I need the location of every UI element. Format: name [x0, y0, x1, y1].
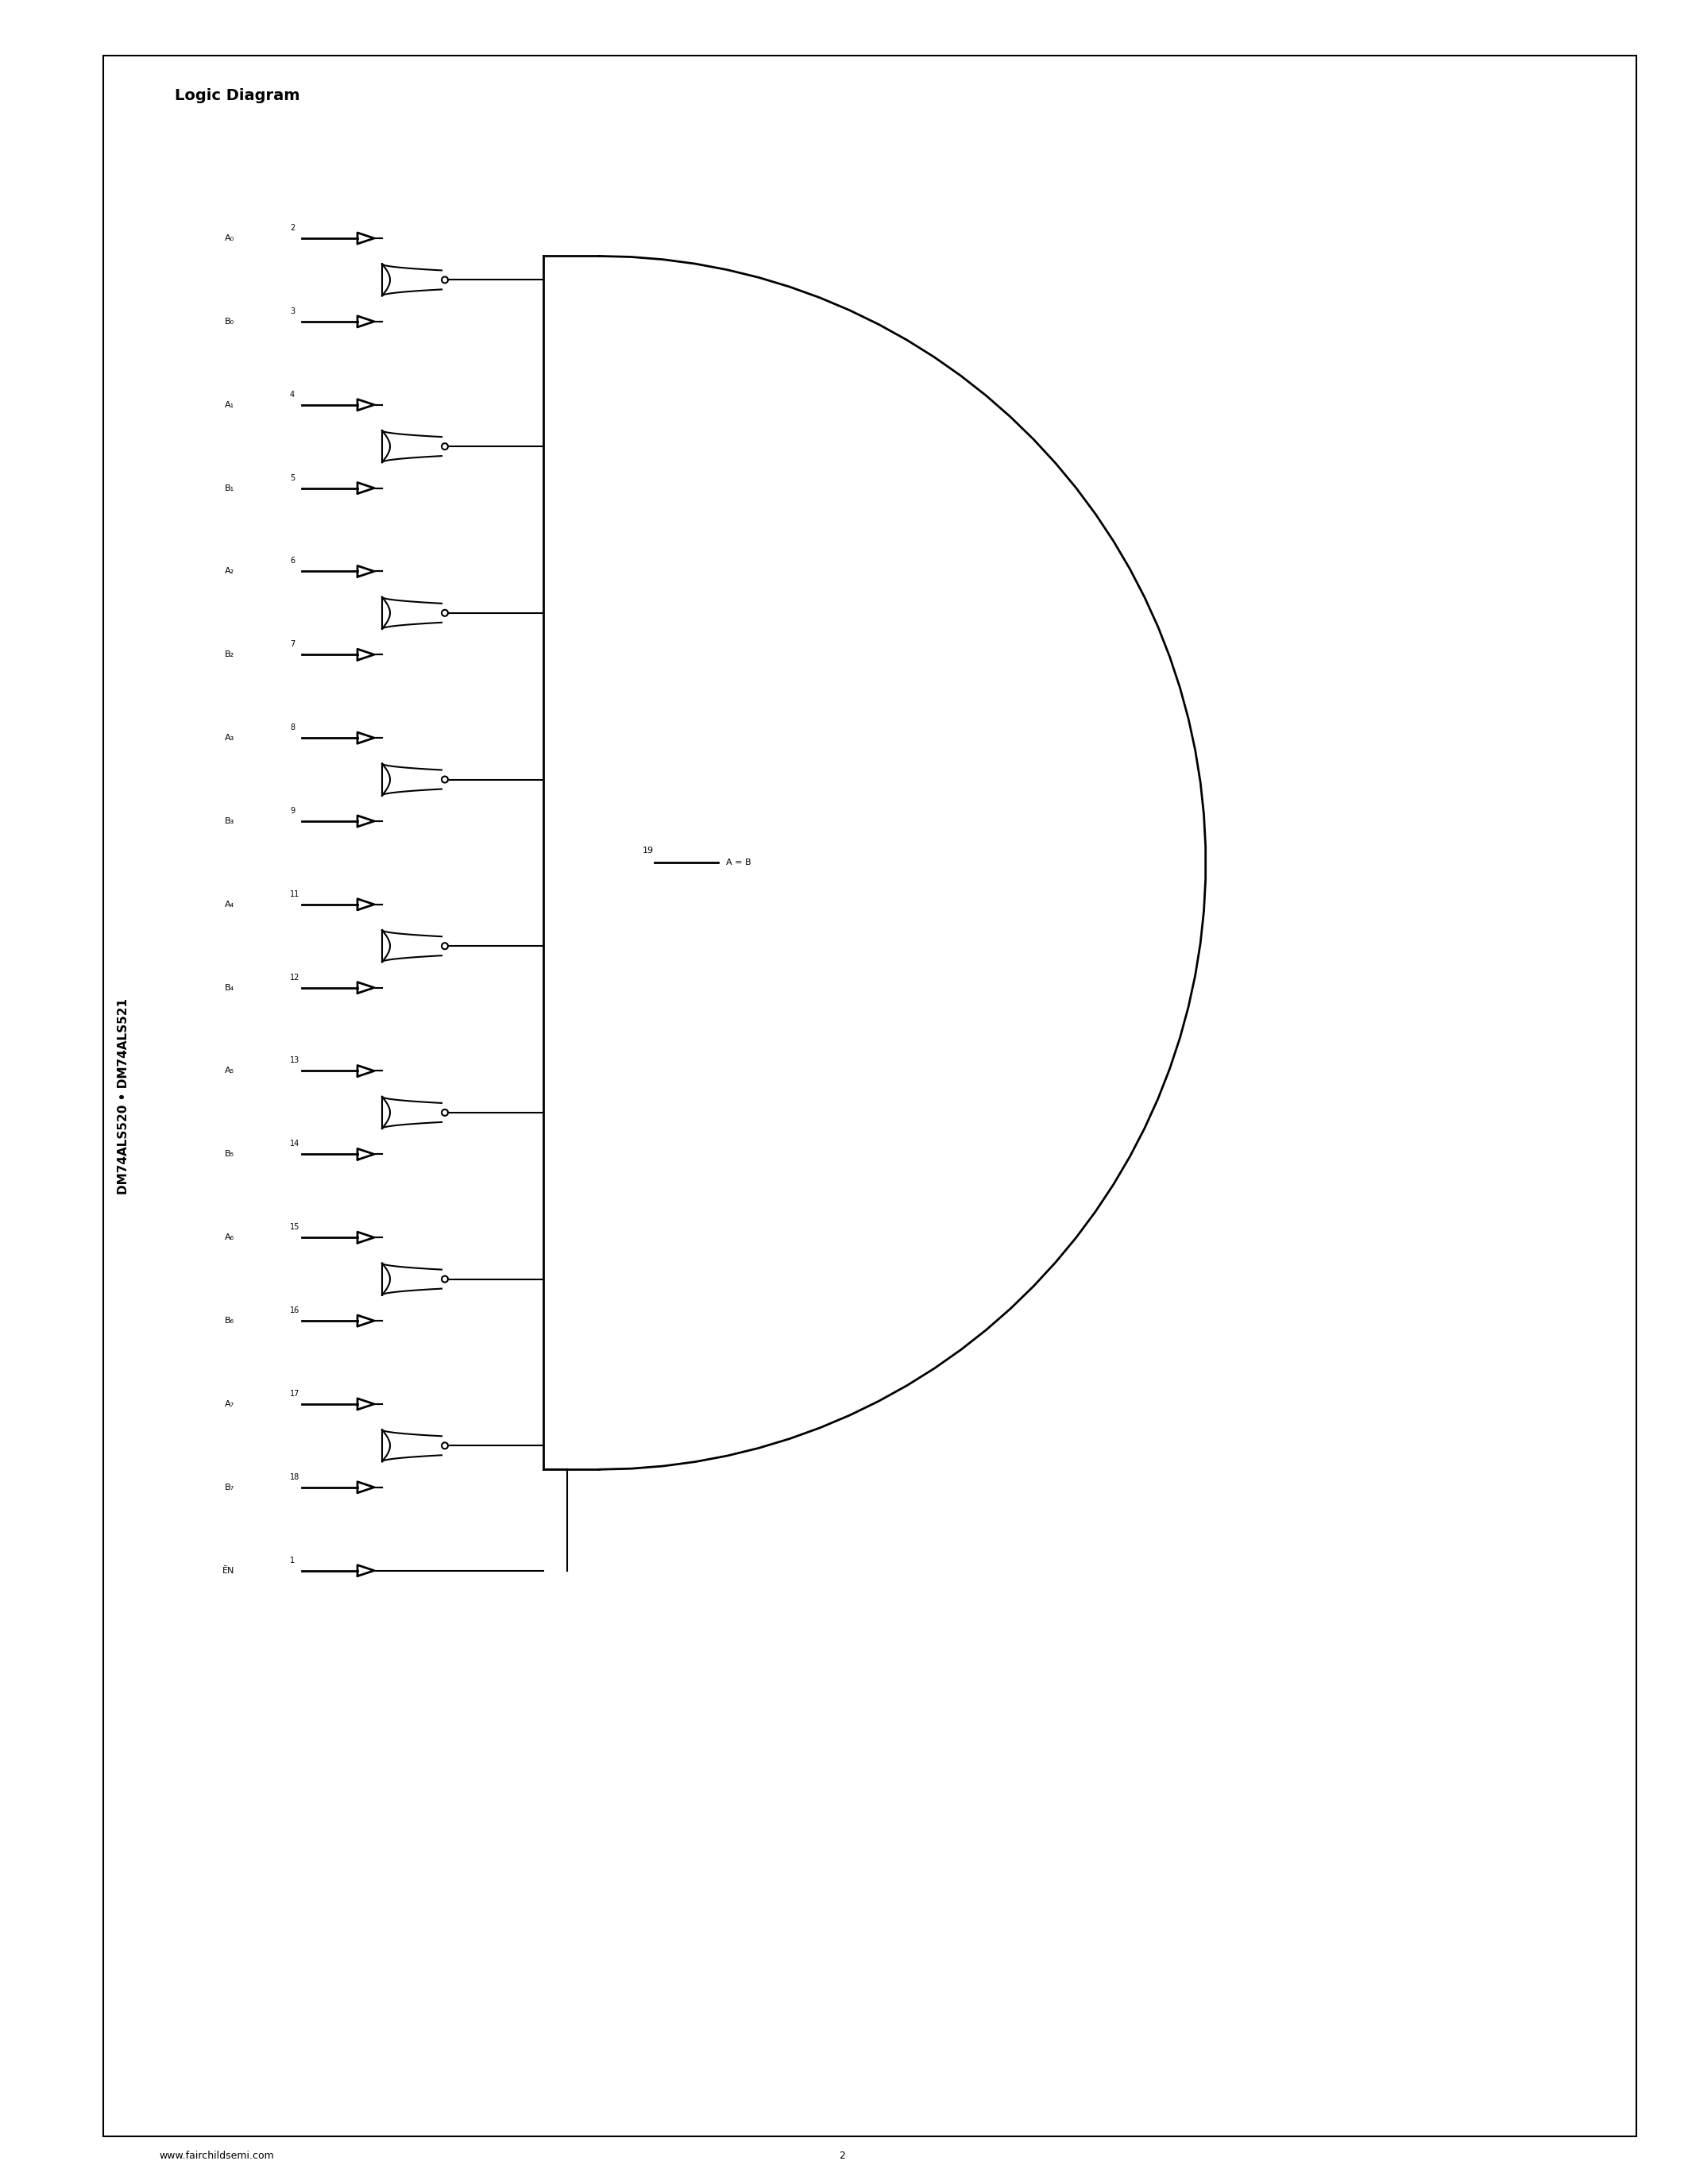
Text: 12: 12 — [290, 974, 300, 981]
Text: 4: 4 — [290, 391, 295, 397]
Text: A₀: A₀ — [225, 234, 235, 242]
Text: 3: 3 — [290, 308, 295, 314]
Text: B₇: B₇ — [225, 1483, 235, 1492]
Text: B₅: B₅ — [225, 1151, 235, 1158]
Text: A₂: A₂ — [225, 568, 235, 574]
Text: DM74ALS520 • DM74ALS521: DM74ALS520 • DM74ALS521 — [116, 998, 128, 1195]
Text: 6: 6 — [290, 557, 295, 566]
Text: A₇: A₇ — [225, 1400, 235, 1409]
Text: B₆: B₆ — [225, 1317, 235, 1326]
Text: 7: 7 — [290, 640, 295, 649]
Text: 11: 11 — [290, 891, 300, 898]
Text: 8: 8 — [290, 723, 295, 732]
Text: A = B: A = B — [726, 858, 751, 867]
Text: 15: 15 — [290, 1223, 300, 1232]
Text: B₃: B₃ — [225, 817, 235, 826]
Text: 2: 2 — [290, 225, 295, 232]
Text: 9: 9 — [290, 806, 295, 815]
Text: A₅: A₅ — [225, 1068, 235, 1075]
Text: 13: 13 — [290, 1057, 300, 1064]
Text: B₄: B₄ — [225, 983, 235, 992]
Text: ĒN: ĒN — [223, 1566, 235, 1575]
Text: Logic Diagram: Logic Diagram — [176, 87, 300, 103]
Text: A₄: A₄ — [225, 900, 235, 909]
Text: B₀: B₀ — [225, 317, 235, 325]
Text: A₃: A₃ — [225, 734, 235, 743]
Text: B₂: B₂ — [225, 651, 235, 660]
Text: A₁: A₁ — [225, 402, 235, 408]
Text: 17: 17 — [290, 1389, 300, 1398]
Text: A₆: A₆ — [225, 1234, 235, 1241]
Text: 2: 2 — [839, 2151, 846, 2162]
Text: 5: 5 — [290, 474, 295, 483]
Text: www.fairchildsemi.com: www.fairchildsemi.com — [159, 2151, 273, 2162]
Text: 1: 1 — [290, 1557, 295, 1564]
Text: 18: 18 — [290, 1472, 300, 1481]
Text: 14: 14 — [290, 1140, 300, 1149]
Text: B₁: B₁ — [225, 485, 235, 491]
Text: 19: 19 — [643, 847, 653, 854]
Text: 16: 16 — [290, 1306, 300, 1315]
